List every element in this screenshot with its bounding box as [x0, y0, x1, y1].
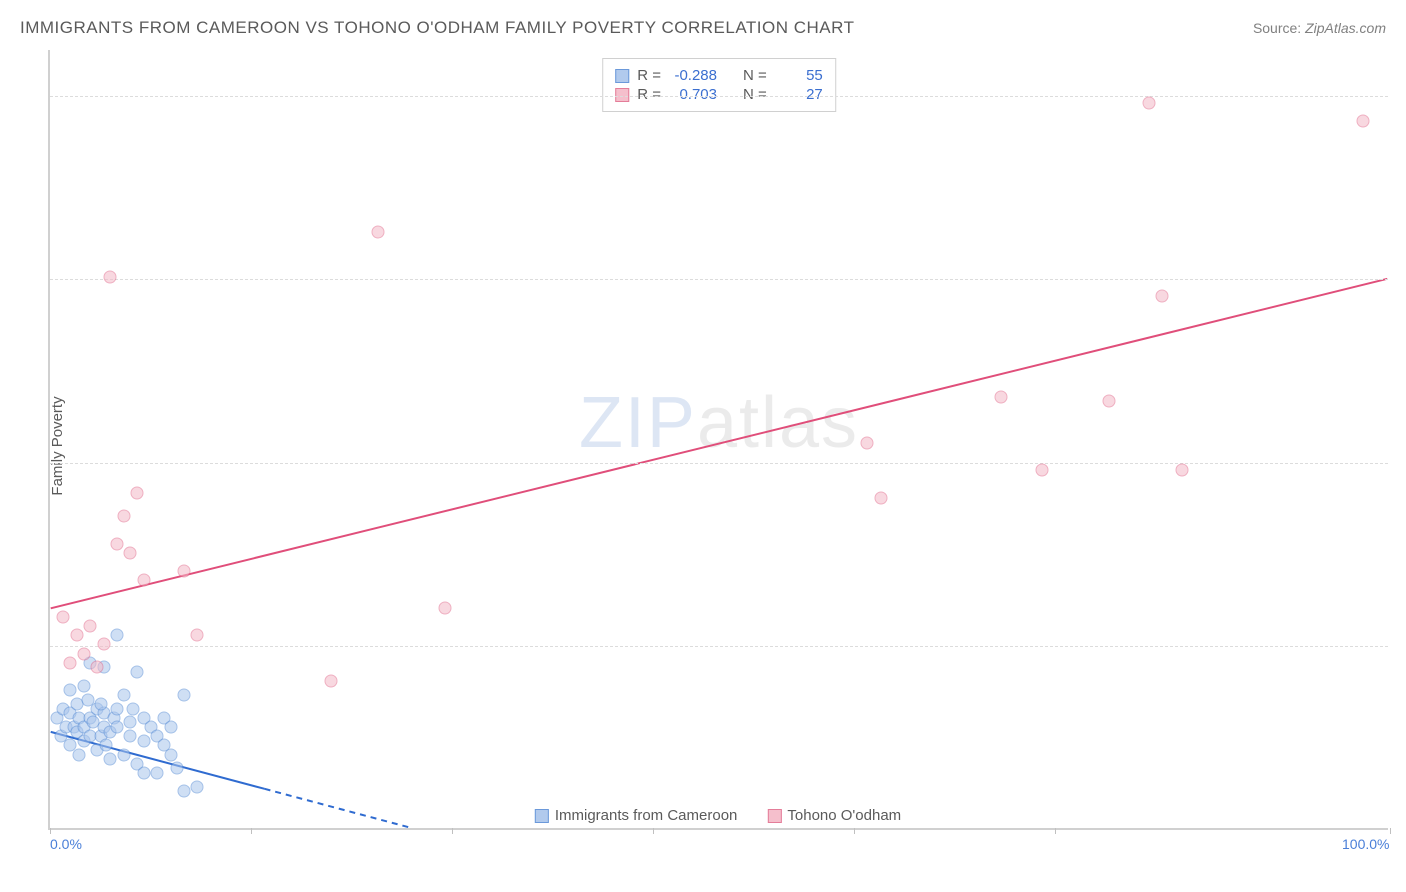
scatter-point [84, 620, 97, 633]
scatter-point [157, 739, 170, 752]
scatter-point [372, 225, 385, 238]
scatter-point [104, 271, 117, 284]
xtick-mark [1390, 828, 1391, 834]
scatter-point [64, 684, 77, 697]
scatter-point [1035, 464, 1048, 477]
source-value: ZipAtlas.com [1305, 20, 1386, 36]
legend-item-1: Immigrants from Cameroon [535, 807, 738, 824]
scatter-point [97, 638, 110, 651]
xtick-mark [1055, 828, 1056, 834]
scatter-point [164, 721, 177, 734]
xtick-mark [251, 828, 252, 834]
scatter-point [124, 546, 137, 559]
r-value-1: -0.288 [669, 67, 717, 84]
scatter-point [1176, 464, 1189, 477]
stats-row-series-2: R = 0.703 N = 27 [615, 86, 823, 103]
swatch-series-1 [615, 69, 629, 83]
scatter-point [861, 436, 874, 449]
scatter-point [131, 666, 144, 679]
scatter-point [111, 537, 124, 550]
scatter-point [191, 629, 204, 642]
scatter-point [127, 702, 140, 715]
scatter-point [124, 716, 137, 729]
trend-line-dashed [265, 789, 412, 828]
xtick-mark [452, 828, 453, 834]
gridline-horizontal [50, 463, 1388, 464]
source-label: Source: [1253, 20, 1301, 36]
xtick-mark [854, 828, 855, 834]
xtick-label: 0.0% [50, 836, 82, 852]
scatter-point [111, 721, 124, 734]
scatter-point [64, 656, 77, 669]
scatter-point [117, 510, 130, 523]
scatter-point [124, 730, 137, 743]
scatter-point [100, 739, 113, 752]
r-label: R = [637, 86, 661, 103]
scatter-point [1142, 97, 1155, 110]
trend-lines-layer [50, 50, 1388, 828]
n-label: N = [743, 67, 767, 84]
scatter-point [1156, 289, 1169, 302]
r-label: R = [637, 67, 661, 84]
plot-surface: ZIPatlas R = -0.288 N = 55 R = 0.703 N =… [48, 50, 1388, 830]
scatter-point [995, 390, 1008, 403]
legend-label-2: Tohono O'odham [787, 807, 901, 824]
ytick-label: 80.0% [1396, 88, 1406, 104]
scatter-point [191, 780, 204, 793]
scatter-point [439, 601, 452, 614]
scatter-point [77, 679, 90, 692]
xtick-mark [653, 828, 654, 834]
scatter-point [137, 574, 150, 587]
legend-swatch-2 [767, 809, 781, 823]
scatter-point [874, 491, 887, 504]
scatter-point [325, 675, 338, 688]
scatter-point [94, 698, 107, 711]
n-value-2: 27 [775, 86, 823, 103]
legend-label-1: Immigrants from Cameroon [555, 807, 738, 824]
scatter-point [104, 753, 117, 766]
trend-line [51, 279, 1388, 609]
ytick-label: 60.0% [1396, 271, 1406, 287]
scatter-point [77, 647, 90, 660]
source-citation: Source: ZipAtlas.com [1253, 20, 1386, 36]
scatter-point [1102, 395, 1115, 408]
scatter-point [70, 629, 83, 642]
gridline-horizontal [50, 96, 1388, 97]
n-value-1: 55 [775, 67, 823, 84]
chart-title: IMMIGRANTS FROM CAMEROON VS TOHONO O'ODH… [20, 18, 855, 38]
gridline-horizontal [50, 646, 1388, 647]
ytick-label: 20.0% [1396, 638, 1406, 654]
scatter-point [171, 762, 184, 775]
scatter-point [57, 610, 70, 623]
ytick-label: 40.0% [1396, 455, 1406, 471]
scatter-point [73, 748, 86, 761]
scatter-point [137, 766, 150, 779]
scatter-point [117, 688, 130, 701]
stats-row-series-1: R = -0.288 N = 55 [615, 67, 823, 84]
gridline-horizontal [50, 279, 1388, 280]
scatter-point [137, 734, 150, 747]
scatter-point [111, 702, 124, 715]
scatter-point [90, 661, 103, 674]
scatter-point [178, 688, 191, 701]
scatter-point [131, 487, 144, 500]
scatter-point [178, 565, 191, 578]
plot-area: ZIPatlas R = -0.288 N = 55 R = 0.703 N =… [48, 50, 1388, 830]
scatter-point [1357, 115, 1370, 128]
legend-item-2: Tohono O'odham [767, 807, 901, 824]
xtick-label: 100.0% [1342, 836, 1389, 852]
scatter-point [151, 766, 164, 779]
scatter-point [178, 785, 191, 798]
n-label: N = [743, 86, 767, 103]
legend-swatch-1 [535, 809, 549, 823]
scatter-point [111, 629, 124, 642]
r-value-2: 0.703 [669, 86, 717, 103]
xtick-mark [50, 828, 51, 834]
swatch-series-2 [615, 88, 629, 102]
series-legend: Immigrants from Cameroon Tohono O'odham [535, 807, 901, 824]
stats-legend: R = -0.288 N = 55 R = 0.703 N = 27 [602, 58, 836, 112]
scatter-point [117, 748, 130, 761]
